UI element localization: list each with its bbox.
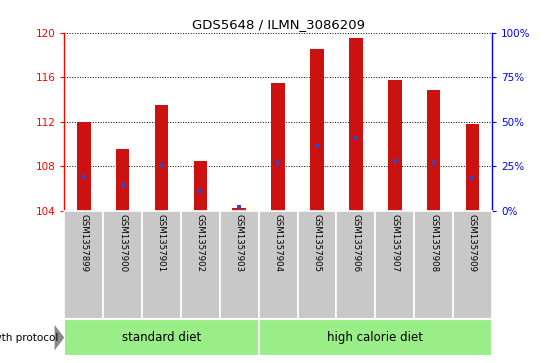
Text: GSM1357909: GSM1357909 (468, 214, 477, 272)
Bar (142, 211, 181, 319)
Bar (181, 211, 220, 319)
Bar (64, 211, 103, 319)
Bar (155, 105, 168, 211)
Text: GSM1357908: GSM1357908 (429, 214, 438, 272)
Bar (220, 211, 259, 319)
Bar (64, 319, 259, 356)
Text: GSM1357906: GSM1357906 (352, 214, 361, 272)
Bar (453, 211, 492, 319)
Text: GSM1357905: GSM1357905 (312, 214, 321, 272)
Bar (466, 124, 479, 211)
Bar (259, 211, 297, 319)
Polygon shape (55, 325, 64, 350)
Text: GSM1357899: GSM1357899 (79, 214, 88, 272)
Text: growth protocol: growth protocol (0, 333, 59, 343)
Text: high calorie diet: high calorie diet (327, 331, 423, 344)
Text: GSM1357903: GSM1357903 (235, 214, 244, 272)
Text: GSM1357900: GSM1357900 (118, 214, 127, 272)
Text: standard diet: standard diet (122, 331, 201, 344)
Title: GDS5648 / ILMN_3086209: GDS5648 / ILMN_3086209 (192, 19, 364, 32)
Bar (388, 81, 401, 211)
Text: GSM1357902: GSM1357902 (196, 214, 205, 272)
Bar (103, 211, 142, 319)
Bar (337, 211, 375, 319)
Bar (310, 49, 324, 211)
Bar (414, 211, 453, 319)
Bar (375, 211, 414, 319)
Bar (116, 150, 129, 211)
Bar (271, 83, 285, 211)
Bar (297, 211, 337, 319)
Text: GSM1357904: GSM1357904 (273, 214, 283, 272)
Bar (427, 90, 440, 211)
Bar (259, 319, 492, 356)
Bar (77, 122, 91, 211)
Bar (233, 208, 246, 211)
Bar (349, 38, 363, 211)
Text: GSM1357907: GSM1357907 (390, 214, 399, 272)
Text: GSM1357901: GSM1357901 (157, 214, 166, 272)
Bar (193, 160, 207, 211)
